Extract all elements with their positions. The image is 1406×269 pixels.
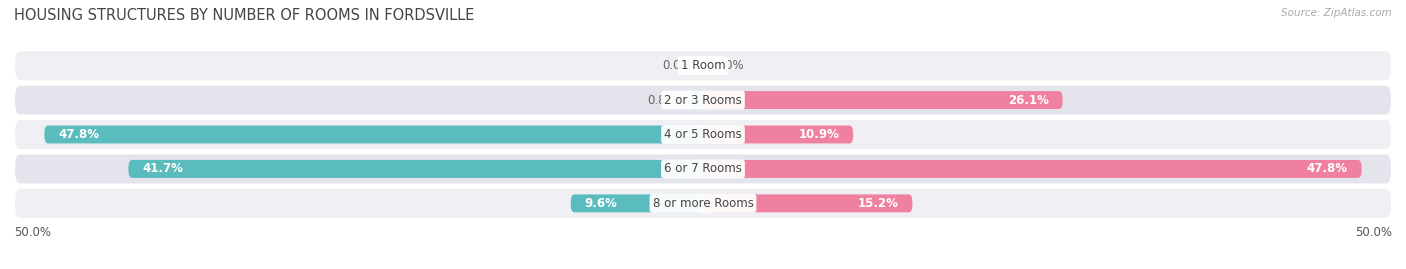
FancyBboxPatch shape [703,91,1063,109]
Text: 0.0%: 0.0% [662,59,692,72]
Text: 8 or more Rooms: 8 or more Rooms [652,197,754,210]
FancyBboxPatch shape [14,188,1392,219]
Text: 50.0%: 50.0% [14,226,51,239]
Text: HOUSING STRUCTURES BY NUMBER OF ROOMS IN FORDSVILLE: HOUSING STRUCTURES BY NUMBER OF ROOMS IN… [14,8,474,23]
FancyBboxPatch shape [45,126,703,143]
Text: 10.9%: 10.9% [799,128,839,141]
FancyBboxPatch shape [703,126,853,143]
Text: 15.2%: 15.2% [858,197,898,210]
FancyBboxPatch shape [14,153,1392,185]
Text: 26.1%: 26.1% [1008,94,1049,107]
FancyBboxPatch shape [14,50,1392,81]
FancyBboxPatch shape [571,194,703,212]
Text: 0.0%: 0.0% [714,59,744,72]
Text: 6 or 7 Rooms: 6 or 7 Rooms [664,162,742,175]
FancyBboxPatch shape [703,194,912,212]
Text: 41.7%: 41.7% [142,162,183,175]
FancyBboxPatch shape [703,160,1361,178]
Text: 9.6%: 9.6% [585,197,617,210]
Text: 4 or 5 Rooms: 4 or 5 Rooms [664,128,742,141]
Text: 2 or 3 Rooms: 2 or 3 Rooms [664,94,742,107]
FancyBboxPatch shape [128,160,703,178]
Text: 47.8%: 47.8% [1306,162,1348,175]
Text: 1 Room: 1 Room [681,59,725,72]
FancyBboxPatch shape [14,84,1392,116]
Text: 50.0%: 50.0% [1355,226,1392,239]
Text: Source: ZipAtlas.com: Source: ZipAtlas.com [1281,8,1392,18]
FancyBboxPatch shape [690,91,703,109]
Text: 0.87%: 0.87% [647,94,685,107]
FancyBboxPatch shape [14,119,1392,150]
Text: 47.8%: 47.8% [58,128,100,141]
